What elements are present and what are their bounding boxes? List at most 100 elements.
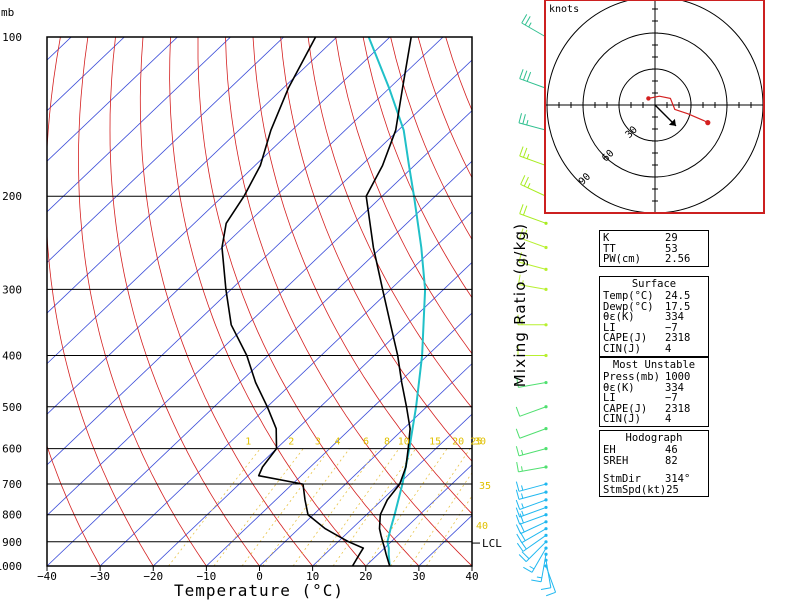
wind-barb-staff [520, 521, 547, 535]
temperature-tick-label: 10 [306, 570, 319, 583]
hodograph-end-point [705, 120, 711, 126]
dry-adiabat-line [759, 13, 800, 577]
index-row: LI −7 [603, 323, 705, 334]
wind-barb-staff [519, 506, 547, 518]
wind-barb-staff [518, 284, 547, 290]
pressure-tick-label: 500 [2, 401, 22, 414]
moist-adiabat-label: 40 [476, 521, 488, 532]
wind-barb-feather [523, 176, 529, 187]
wind-barb-feather [515, 514, 521, 525]
wind-barb-feather [515, 499, 521, 510]
dry-adiabat-line [169, 37, 367, 566]
wind-barb [515, 513, 548, 525]
wind-barb-dot [544, 353, 548, 358]
wind-barb-feather [522, 114, 526, 125]
mixing-ratio-tick-label: 15 [429, 437, 441, 448]
wind-barb-dot [544, 520, 548, 524]
wind-barb-dot [544, 540, 548, 544]
index-label: Temp(°C) [603, 290, 654, 302]
wind-barb-feather [519, 146, 524, 157]
pressure-tick-label: 200 [2, 190, 22, 203]
dry-adiabat-line [362, 37, 472, 299]
wind-barb [519, 228, 548, 250]
index-value: 1000 [665, 371, 691, 383]
dry-adiabat-line [78, 37, 207, 566]
storm-motion-arrowhead [668, 118, 676, 126]
wind-barb-staff [519, 213, 547, 224]
mixing-ratio-tick-label: 1 [245, 437, 251, 448]
mixing-ratio-tick-label: 2 [288, 437, 294, 448]
wind-barb-staff [518, 483, 547, 492]
wind-barb-dot [544, 505, 548, 510]
index-label: StmDir [603, 473, 641, 486]
index-row: θε(K) 334 [603, 381, 705, 394]
dry-adiabat-line [786, 13, 800, 577]
wind-barb-half-feather [527, 183, 531, 189]
temperature-tick-label: −20 [143, 570, 163, 583]
wind-barb-dot [544, 546, 548, 550]
index-row: StmSpd(kt) 25 [603, 485, 705, 496]
wind-barb-dot [544, 465, 548, 469]
isotherm-line [47, 160, 472, 566]
index-value: 2318 [665, 332, 691, 345]
index-value: 4 [665, 413, 672, 426]
wind-barb [515, 405, 548, 417]
wind-barb-staff [520, 183, 547, 197]
dry-adiabat-line [307, 37, 472, 409]
index-label: Dewp(°C) [603, 300, 654, 313]
dry-adiabat-line [252, 37, 472, 515]
wind-barb-staff [540, 554, 547, 582]
mixing-ratio-line [314, 448, 400, 566]
index-value: −7 [665, 321, 678, 334]
wind-barb-half-feather [521, 493, 524, 499]
wind-barb-dot [544, 490, 548, 494]
wind-barb-half-feather [536, 576, 542, 579]
wind-barb-dot [544, 287, 548, 291]
wind-barb-feather [516, 542, 524, 552]
index-label: CIN(J) [603, 413, 641, 426]
isotherm-line [47, 37, 232, 213]
wind-barb [519, 204, 548, 225]
wind-barb-feather [522, 147, 528, 158]
wind-barb-feather [540, 587, 551, 590]
wind-barb-staff [519, 428, 547, 439]
hodograph-start-point [646, 96, 651, 101]
pressure-tick-label: 700 [2, 478, 22, 491]
mixing-ratio-tick-label: 3 [315, 437, 321, 448]
moist-adiabat-label: 35 [479, 481, 491, 492]
wind-barb-staff [519, 406, 547, 417]
temperature-tick-label: 40 [465, 570, 478, 583]
most-unstable-title: Most Unstable [612, 359, 696, 371]
wind-barb-dot [544, 447, 548, 451]
wind-barb [515, 489, 548, 500]
wind-barb-half-feather [526, 120, 529, 126]
wind-barb-feather [522, 205, 528, 216]
wind-barb-feather [518, 252, 523, 263]
dry-adiabat-line [109, 37, 260, 566]
mixing-ratio-line [168, 448, 261, 566]
wind-barb-half-feather [521, 510, 524, 516]
index-row: CAPE(J) 2318 [603, 333, 705, 344]
dry-adiabat-line [47, 444, 101, 566]
wind-barb-dot [544, 527, 548, 531]
index-label: θε(K) [603, 381, 635, 394]
wind-barb-dot [544, 323, 548, 327]
pressure-unit-label: mb [1, 6, 14, 19]
index-value: 25 [666, 483, 679, 496]
wind-barb-staff [531, 547, 547, 573]
wind-barb-feather [531, 579, 542, 583]
wind-barb [515, 520, 548, 535]
wind-barb-staff [521, 22, 547, 38]
wind-barb-staff [519, 499, 547, 510]
wind-barb-half-feather [528, 22, 532, 28]
wind-barb-staff [518, 382, 547, 388]
isotherm-line [47, 37, 285, 263]
wind-barb-feather [520, 175, 526, 185]
dry-adiabat-line [197, 37, 420, 566]
surface-title: Surface [631, 278, 677, 290]
mixing-ratio-tick-label: 4 [334, 437, 340, 448]
wind-barb-half-feather [521, 485, 524, 491]
index-row: PW(cm) 2.56 [603, 254, 705, 265]
dry-adiabat-line [139, 37, 314, 566]
wind-barb-staff [525, 541, 547, 562]
